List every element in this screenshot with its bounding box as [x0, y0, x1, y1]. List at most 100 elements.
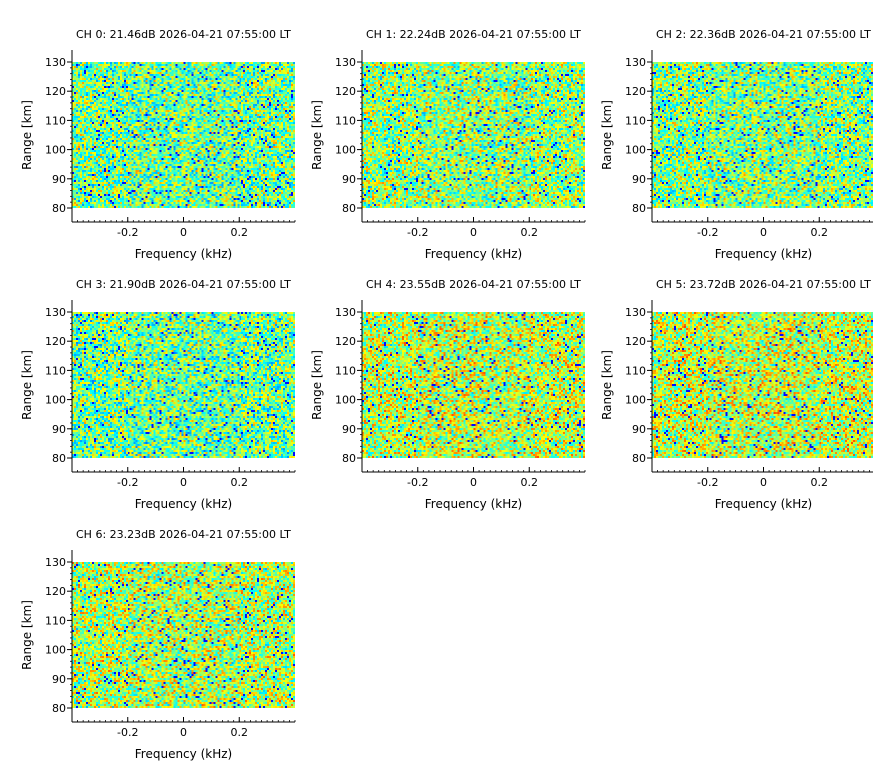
y-axis-label: Range [km]: [20, 100, 34, 170]
y-tick-label: 100: [45, 394, 66, 407]
x-axis-label: Frequency (kHz): [425, 247, 522, 261]
y-tick-label: 130: [625, 306, 646, 319]
y-tick-label: 130: [335, 306, 356, 319]
channel-panel-5: CH 5: 23.72dB 2026-04-21 07:55:00 LT 80 90…: [580, 250, 873, 511]
x-tick-label: 0.2: [231, 226, 249, 239]
y-tick-label: 130: [45, 306, 66, 319]
y-axis-label: Range [km]: [600, 100, 614, 170]
y-tick-label: 110: [45, 364, 66, 377]
heatmap-image: [652, 62, 873, 208]
channel-plot-2: CH 2: 22.36dB 2026-04-21 07:55:00 LT 80 90…: [600, 28, 873, 261]
y-tick-label: 110: [625, 114, 646, 127]
channel-plot-3: CH 3: 21.90dB 2026-04-21 07:55:00 LT 80 90…: [20, 278, 296, 511]
x-axis-label: Frequency (kHz): [715, 247, 812, 261]
x-tick-label: 0: [470, 476, 477, 489]
y-tick-label: 130: [45, 556, 66, 569]
x-tick-label: -0.2: [697, 226, 718, 239]
y-tick-label: 80: [52, 452, 66, 465]
x-tick-label: -0.2: [117, 476, 138, 489]
y-tick-label: 80: [52, 202, 66, 215]
y-tick-label: 100: [335, 144, 356, 157]
channel-plot-0: CH 0: 21.46dB 2026-04-21 07:55:00 LT 80 90…: [20, 28, 296, 261]
chart-title: CH 1: 22.24dB 2026-04-21 07:55:00 LT: [366, 28, 581, 41]
x-tick-label: 0: [180, 226, 187, 239]
y-tick-label: 90: [52, 423, 66, 436]
x-tick-label: 0.2: [521, 476, 539, 489]
y-tick-label: 80: [632, 452, 646, 465]
heatmap-image: [652, 312, 873, 458]
heatmap-image: [362, 62, 585, 208]
heatmap-image: [72, 62, 295, 208]
x-tick-label: -0.2: [407, 226, 428, 239]
y-tick-label: 110: [45, 614, 66, 627]
channel-panel-1: CH 1: 22.24dB 2026-04-21 07:55:00 LT 80 90…: [290, 0, 586, 261]
x-tick-label: 0: [180, 476, 187, 489]
y-axis-label: Range [km]: [310, 350, 324, 420]
x-tick-label: -0.2: [117, 226, 138, 239]
x-axis-label: Frequency (kHz): [135, 497, 232, 511]
y-tick-label: 110: [335, 364, 356, 377]
y-tick-label: 90: [342, 423, 356, 436]
x-axis-label: Frequency (kHz): [425, 497, 522, 511]
y-tick-label: 110: [45, 114, 66, 127]
channel-panel-0: CH 0: 21.46dB 2026-04-21 07:55:00 LT 80 90…: [0, 0, 296, 261]
heatmap-image: [72, 562, 295, 708]
channel-panel-4: CH 4: 23.55dB 2026-04-21 07:55:00 LT 80 90…: [290, 250, 586, 511]
x-tick-label: 0: [760, 476, 767, 489]
channel-plot-5: CH 5: 23.72dB 2026-04-21 07:55:00 LT 80 90…: [600, 278, 873, 511]
y-tick-label: 110: [625, 364, 646, 377]
y-tick-label: 120: [625, 335, 646, 348]
x-tick-label: -0.2: [117, 726, 138, 739]
x-tick-label: 0: [180, 726, 187, 739]
channel-panel-6: CH 6: 23.23dB 2026-04-21 07:55:00 LT 80 90…: [0, 500, 296, 761]
y-tick-label: 80: [342, 452, 356, 465]
x-axis-label: Frequency (kHz): [135, 247, 232, 261]
y-tick-label: 90: [52, 673, 66, 686]
y-tick-label: 120: [45, 335, 66, 348]
chart-title: CH 3: 21.90dB 2026-04-21 07:55:00 LT: [76, 278, 291, 291]
y-axis-label: Range [km]: [20, 350, 34, 420]
y-tick-label: 110: [335, 114, 356, 127]
chart-title: CH 5: 23.72dB 2026-04-21 07:55:00 LT: [656, 278, 871, 291]
y-tick-label: 120: [335, 85, 356, 98]
x-tick-label: 0: [760, 226, 767, 239]
chart-title: CH 4: 23.55dB 2026-04-21 07:55:00 LT: [366, 278, 581, 291]
y-tick-label: 130: [625, 56, 646, 69]
x-tick-label: -0.2: [697, 476, 718, 489]
x-tick-label: 0.2: [811, 226, 829, 239]
y-axis-label: Range [km]: [20, 600, 34, 670]
y-tick-label: 90: [52, 173, 66, 186]
chart-title: CH 0: 21.46dB 2026-04-21 07:55:00 LT: [76, 28, 291, 41]
y-tick-label: 120: [335, 335, 356, 348]
y-tick-label: 130: [335, 56, 356, 69]
y-tick-label: 100: [45, 144, 66, 157]
y-tick-label: 80: [342, 202, 356, 215]
x-tick-label: 0: [470, 226, 477, 239]
channel-panel-3: CH 3: 21.90dB 2026-04-21 07:55:00 LT 80 90…: [0, 250, 296, 511]
y-tick-label: 90: [632, 423, 646, 436]
y-tick-label: 80: [632, 202, 646, 215]
y-tick-label: 90: [342, 173, 356, 186]
y-tick-label: 90: [632, 173, 646, 186]
y-tick-label: 100: [625, 144, 646, 157]
y-tick-label: 100: [625, 394, 646, 407]
y-tick-label: 80: [52, 702, 66, 715]
chart-title: CH 2: 22.36dB 2026-04-21 07:55:00 LT: [656, 28, 871, 41]
chart-title: CH 6: 23.23dB 2026-04-21 07:55:00 LT: [76, 528, 291, 541]
x-tick-label: 0.2: [811, 476, 829, 489]
heatmap-image: [362, 312, 585, 458]
channel-plot-4: CH 4: 23.55dB 2026-04-21 07:55:00 LT 80 90…: [310, 278, 586, 511]
x-tick-label: 0.2: [521, 226, 539, 239]
channel-panel-2: CH 2: 22.36dB 2026-04-21 07:55:00 LT 80 90…: [580, 0, 873, 261]
y-tick-label: 120: [625, 85, 646, 98]
y-axis-label: Range [km]: [600, 350, 614, 420]
heatmap-image: [72, 312, 295, 458]
y-axis-label: Range [km]: [310, 100, 324, 170]
y-tick-label: 120: [45, 585, 66, 598]
channel-plot-1: CH 1: 22.24dB 2026-04-21 07:55:00 LT 80 90…: [310, 28, 586, 261]
x-tick-label: 0.2: [231, 476, 249, 489]
y-tick-label: 120: [45, 85, 66, 98]
x-tick-label: -0.2: [407, 476, 428, 489]
x-tick-label: 0.2: [231, 726, 249, 739]
y-tick-label: 130: [45, 56, 66, 69]
